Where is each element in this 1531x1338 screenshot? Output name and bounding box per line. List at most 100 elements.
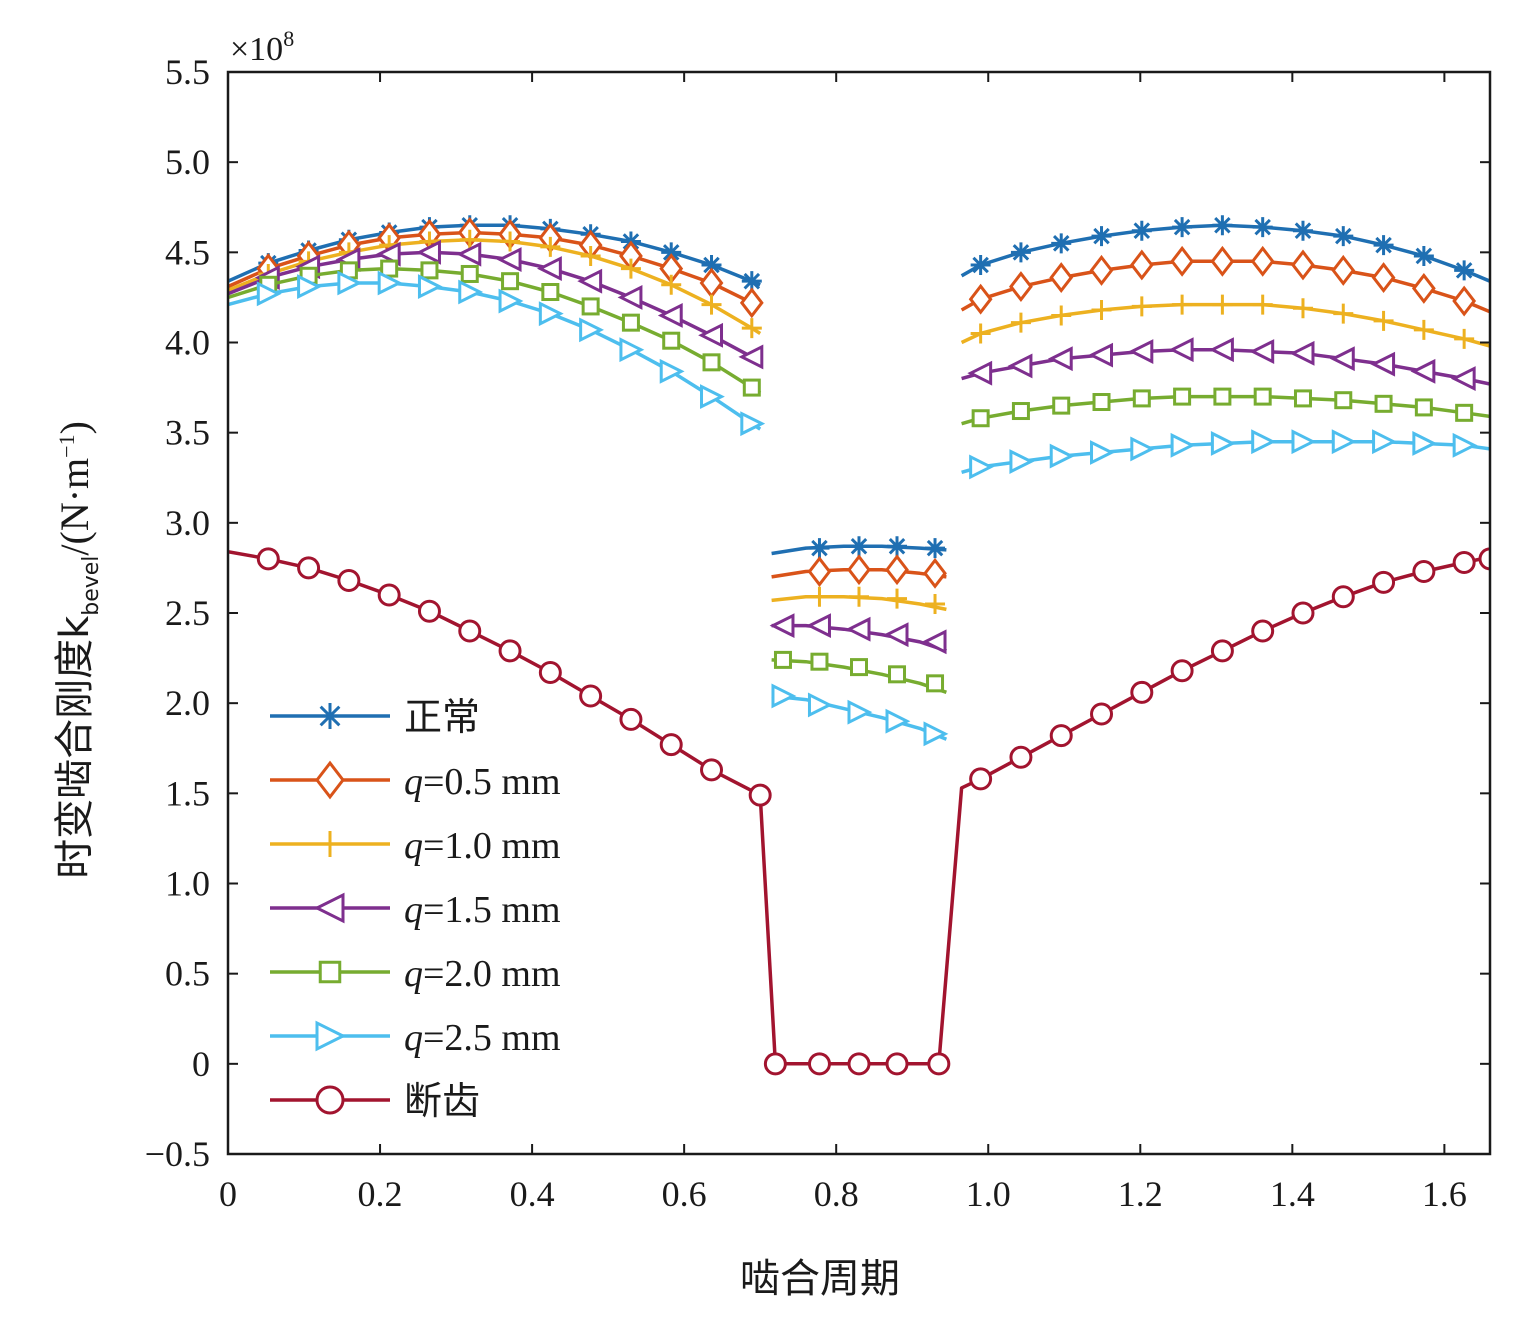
data-point: [317, 703, 343, 729]
data-point: [662, 331, 681, 350]
data-point: [619, 707, 643, 731]
data-point: [700, 384, 725, 410]
data-point: [297, 556, 321, 580]
data-point: [1049, 443, 1075, 469]
data-point: [1090, 702, 1114, 726]
data-point: [1009, 745, 1033, 769]
legend-label-italic: q: [404, 1017, 423, 1059]
data-point: [1009, 271, 1033, 303]
data-point: [1212, 294, 1233, 315]
data-point: [1413, 245, 1434, 266]
data-point: [810, 652, 829, 671]
legend: 正常q=0.5 mmq=1.0 mmq=1.5 mmq=2.0 mmq=2.5 …: [270, 695, 561, 1123]
data-point: [661, 242, 682, 263]
data-point: [1130, 436, 1156, 462]
data-point: [313, 892, 345, 924]
legend-item: q=1.5 mm: [270, 889, 561, 931]
y-scale-label: ×108: [230, 26, 294, 68]
y-tick-label: 5.0: [165, 142, 210, 182]
data-point: [318, 960, 342, 984]
data-point: [1209, 337, 1234, 363]
data-point: [617, 284, 643, 310]
x-axis-title: 啮合周期: [740, 1256, 900, 1302]
data-point: [1252, 217, 1273, 238]
data-point: [1413, 319, 1434, 340]
data-point: [969, 767, 993, 791]
data-point: [888, 665, 907, 684]
data-point: [925, 593, 946, 614]
data-point: [968, 283, 993, 315]
data-point: [1047, 346, 1073, 372]
data-point: [1478, 547, 1490, 571]
data-point: [741, 318, 762, 339]
data-point: [1412, 431, 1438, 456]
x-tick-label: 0: [219, 1174, 237, 1214]
data-point: [1131, 296, 1152, 317]
data-point: [337, 270, 363, 296]
data-point: [315, 1085, 345, 1115]
series: [228, 229, 1490, 614]
data-point: [337, 569, 361, 593]
data-point: [923, 721, 949, 747]
series: [228, 259, 1490, 694]
data-point: [763, 1052, 787, 1076]
data-point: [967, 360, 993, 386]
data-point: [416, 239, 441, 265]
y-axis-title-unit: /(N·m: [52, 458, 97, 556]
legend-label-text: =2.0 mm: [423, 953, 561, 995]
series: [228, 547, 1490, 1076]
y-tick-label: 1.5: [165, 773, 210, 813]
data-point: [498, 288, 524, 314]
data-point: [1370, 351, 1396, 377]
data-point: [1372, 429, 1397, 455]
data-point: [1452, 285, 1477, 317]
data-point: [971, 409, 990, 428]
y-scale-base: ×10: [230, 31, 283, 68]
data-point: [1090, 440, 1115, 465]
data-point: [748, 783, 772, 807]
data-point: [1452, 432, 1478, 458]
data-point: [885, 554, 909, 586]
y-axis-title-main: 时变啮合刚度k: [52, 615, 98, 879]
legend-label-text: =1.5 mm: [423, 889, 561, 931]
data-point: [1291, 429, 1317, 455]
data-point: [536, 256, 562, 281]
x-tick-label: 0.2: [358, 1174, 403, 1214]
data-point: [1172, 217, 1193, 238]
data-point: [739, 287, 764, 319]
legend-label: q=2.5 mm: [404, 1017, 561, 1059]
data-point: [580, 245, 601, 266]
data-point: [771, 683, 797, 709]
data-point: [1450, 366, 1476, 391]
series: [228, 270, 1490, 747]
legend-label: q=2.0 mm: [404, 953, 561, 995]
legend-label-text: =2.5 mm: [423, 1017, 561, 1059]
legend-item: 正常: [270, 695, 480, 739]
legend-label-text: =1.0 mm: [423, 825, 561, 867]
legend-item: 断齿: [270, 1079, 480, 1123]
data-point: [297, 274, 322, 300]
data-point: [619, 337, 645, 363]
data-point: [500, 231, 521, 252]
data-point: [315, 1020, 347, 1052]
data-point: [921, 629, 947, 655]
data-point: [1253, 387, 1272, 406]
data-point: [1250, 245, 1275, 277]
data-point: [1088, 342, 1114, 368]
data-point: [1212, 215, 1233, 236]
y-tick-label: 2.5: [165, 593, 210, 633]
y-axis-title: 时变啮合刚度kbevel/(N·m−1): [52, 421, 104, 879]
legend-item: q=0.5 mm: [270, 760, 561, 803]
data-point: [657, 303, 683, 328]
y-tick-label: 5.5: [165, 52, 210, 92]
data-point: [1454, 328, 1475, 349]
data-point: [847, 554, 871, 586]
data-point: [845, 616, 871, 642]
data-point: [807, 692, 833, 718]
data-point: [1289, 340, 1315, 366]
data-point: [850, 658, 868, 677]
data-point: [459, 229, 480, 250]
data-point: [659, 733, 683, 757]
legend-label-italic: q: [404, 825, 423, 867]
